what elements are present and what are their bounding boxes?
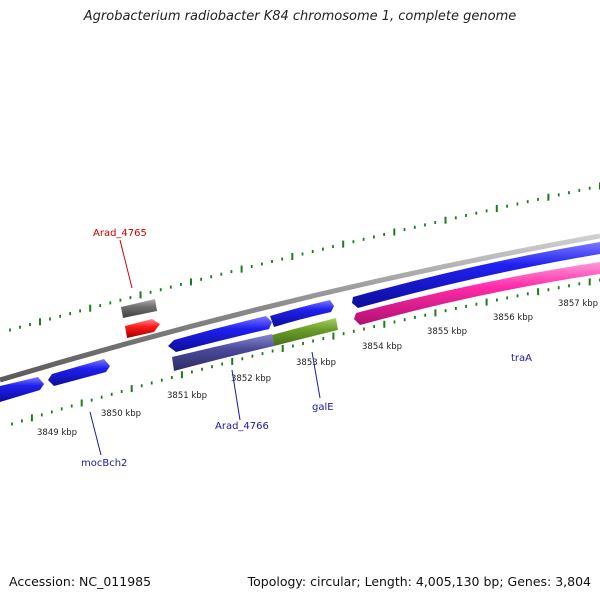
- gene-label-arad4765[interactable]: Arad_4765: [93, 228, 147, 239]
- leader-arad4765: [119, 239, 133, 289]
- reverse-strand-genes: [0, 262, 600, 402]
- gene-label-leaders: [89, 239, 321, 456]
- kbp-labels: 3849 kbp 3850 kbp 3851 kbp 3852 kbp 3853…: [37, 299, 598, 438]
- gene-label-galE[interactable]: galE: [312, 402, 334, 413]
- accession-text: Accession: NC_011985: [9, 574, 152, 589]
- leader-galE: [311, 351, 321, 399]
- gene-blue-b[interactable]: [270, 300, 334, 327]
- kbp-label: 3849 kbp: [37, 428, 77, 438]
- chromosome-backbone: [0, 233, 600, 383]
- kbp-label: 3857 kbp: [558, 299, 598, 309]
- genome-summary-text: Topology: circular; Length: 4,005,130 bp…: [247, 574, 591, 589]
- forward-strand-genes: [121, 242, 600, 352]
- kbp-label: 3854 kbp: [362, 342, 402, 352]
- gene-label-arad4766[interactable]: Arad_4766: [215, 421, 269, 432]
- kbp-label: 3850 kbp: [101, 409, 141, 419]
- gene-traA[interactable]: [354, 262, 600, 325]
- map-title: Agrobacterium radiobacter K84 chromosome…: [83, 9, 517, 24]
- kbp-label: 3851 kbp: [167, 391, 207, 401]
- gene-blue-a[interactable]: [168, 316, 272, 352]
- gene-arad4765[interactable]: [125, 319, 160, 338]
- leader-mocbch2: [89, 411, 102, 456]
- gene-traA-upper[interactable]: [352, 242, 600, 308]
- leader-arad4766: [231, 369, 241, 421]
- kbp-label: 3852 kbp: [231, 374, 271, 384]
- gene-mocbch2[interactable]: [0, 377, 44, 402]
- gene-mocbch2-neighbor[interactable]: [48, 359, 110, 386]
- inner-tick-ring: [11, 278, 600, 426]
- gene-galE[interactable]: [272, 318, 338, 346]
- gene-label-traA[interactable]: traA: [511, 353, 532, 364]
- kbp-label: 3856 kbp: [493, 313, 533, 323]
- kbp-label: 3855 kbp: [427, 327, 467, 337]
- gene-labels: Arad_4765 Arad_4766 galE traA mocBch2: [81, 228, 532, 469]
- gene-arad4765-pseudo[interactable]: [121, 299, 157, 318]
- kbp-label: 3853 kbp: [296, 358, 336, 368]
- gene-label-mocbch2[interactable]: mocBch2: [81, 458, 127, 469]
- gene-arad4766[interactable]: [172, 334, 274, 371]
- outer-tick-ring: [9, 182, 600, 332]
